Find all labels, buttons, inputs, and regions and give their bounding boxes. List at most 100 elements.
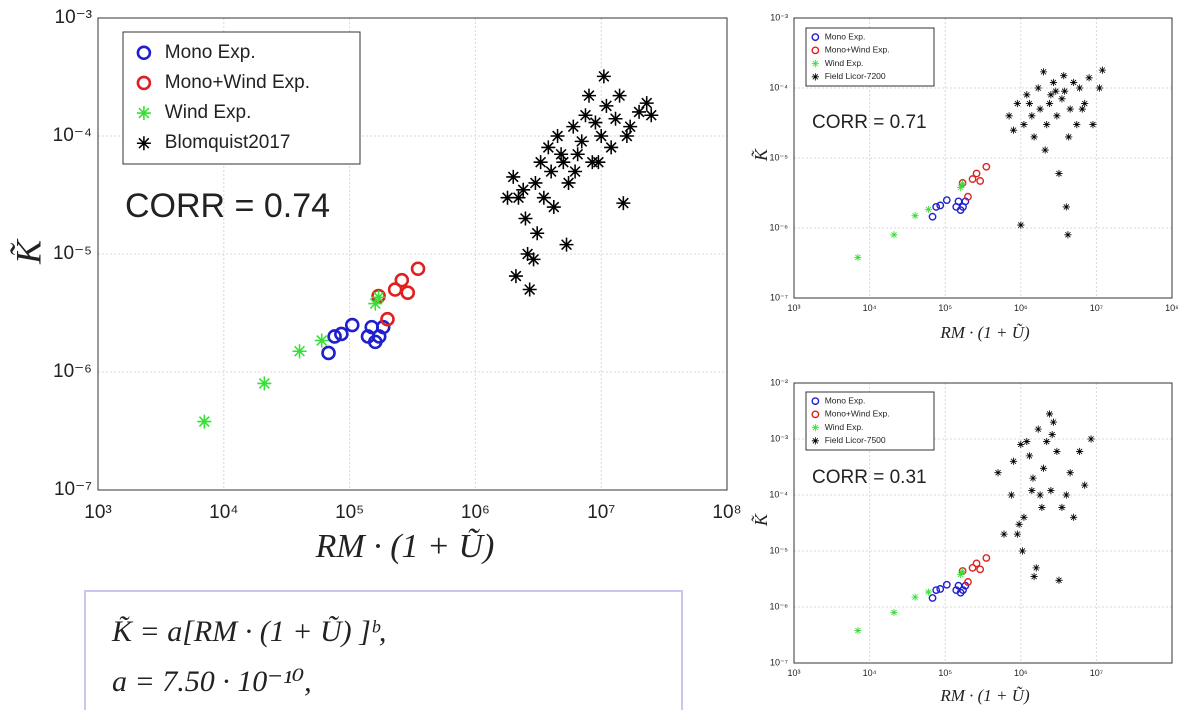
y-tick-label: 10⁻³ [770,12,788,22]
scatter-point [604,140,619,155]
y-tick-label: 10⁻⁵ [770,545,789,555]
x-tick-label: 10⁸ [1165,303,1178,313]
scatter-point [544,164,559,179]
legend-label: Blomquist2017 [165,132,291,153]
scatter-point [596,69,611,84]
scatter-point [314,333,329,348]
scatter-point [1041,146,1049,154]
y-tick-label: 10⁻⁵ [770,152,789,162]
y-tick-label: 10⁻⁶ [53,361,92,382]
scatter-point [932,586,941,595]
legend-box [805,27,935,87]
scatter-point [928,212,937,221]
y-tick-label: 10⁻⁷ [770,292,788,302]
x-axis-label: RM · (1 + Ũ) [939,686,1030,705]
scatter-point [936,201,945,210]
axes-frame [793,382,1173,664]
legend-label: Wind Exp. [825,422,864,432]
y-tick-label: 10⁻⁶ [770,222,789,232]
scatter-point [1078,105,1086,113]
x-tick-label: 10³ [84,502,111,523]
scatter-point [533,155,548,170]
scatter-point [1025,452,1034,460]
scatter-point [1013,99,1021,108]
scatter-point [1065,133,1073,141]
scatter-point [1052,87,1060,95]
scatter-point [1087,435,1095,443]
scatter-point [578,108,593,123]
legend-marker [136,45,152,61]
scatter-point [1055,169,1063,178]
x-axis-label: RM · (1 + Ũ) [939,323,1030,342]
scatter-point [644,108,659,123]
scatter-point [972,559,981,568]
scatter-point [394,272,410,288]
x-tick-label: 10³ [787,303,800,313]
scatter-point [375,319,391,335]
legend-label: Wind Exp. [165,102,252,123]
scatter-point [911,212,919,220]
scatter-point [957,570,965,579]
scatter-point [957,183,965,192]
legend-label: Mono Exp. [825,395,866,405]
scatter-point [1048,430,1056,439]
formula-box [84,590,683,710]
scatter-point [1076,84,1084,92]
legend-label: Mono+Wind Exp. [165,72,310,93]
scatter-point [1047,91,1055,99]
scatter-point [890,608,898,617]
scatter-point [574,134,589,149]
scatter-point [1064,231,1072,239]
scatter-point [530,226,545,241]
scatter-point [1030,572,1038,581]
x-tick-label: 10⁴ [863,303,877,313]
scatter-point [526,252,541,267]
legend-label: Field Licor-7500 [825,435,886,445]
scatter-point [1066,105,1074,113]
scatter-point [959,567,967,576]
x-tick-label: 10⁷ [1090,668,1103,678]
scatter-point [1045,410,1054,418]
annotation: CORR = 0.31 [812,467,927,488]
y-tick-label: 10⁻⁴ [769,82,788,92]
scatter-point [327,329,342,344]
scatter-point [1060,72,1068,80]
x-tick-label: 10⁶ [1014,668,1028,678]
x-tick-label: 10⁶ [1014,303,1028,313]
scatter-point [1061,87,1069,95]
y-tick-label: 10⁻⁴ [769,489,788,499]
scatter-point [506,169,521,184]
scatter-point [410,261,426,277]
scatter-point [550,129,565,143]
scatter-point [1062,491,1070,499]
scatter-point [964,578,972,586]
scatter-point [1017,440,1025,449]
x-tick-label: 10⁶ [461,502,490,523]
axes-frame [97,17,728,491]
legend-marker [811,46,820,55]
scatter-point [1047,486,1055,495]
scatter-point [321,345,336,361]
scatter-point [257,376,272,391]
scatter-point [197,414,212,429]
scatter-point [387,282,403,297]
y-tick-label: 10⁻⁶ [770,601,789,611]
scatter-point [559,237,574,252]
legend-label: Wind Exp. [825,58,864,68]
scatter-point [536,190,551,205]
scatter-point [566,119,581,134]
scatter-point [854,253,862,262]
legend-marker [811,73,819,81]
scatter-point [1038,503,1046,512]
scatter-point [612,88,627,103]
scatter-point [511,190,526,205]
scatter-point [968,563,977,572]
scatter-point [968,175,977,183]
scatter-point [976,565,985,574]
annotation: CORR = 0.71 [812,112,927,133]
scatter-point [982,162,991,171]
legend-marker [811,437,819,445]
x-tick-label: 10⁵ [938,303,952,313]
scatter-point [619,129,634,143]
scatter-point [1070,513,1078,521]
